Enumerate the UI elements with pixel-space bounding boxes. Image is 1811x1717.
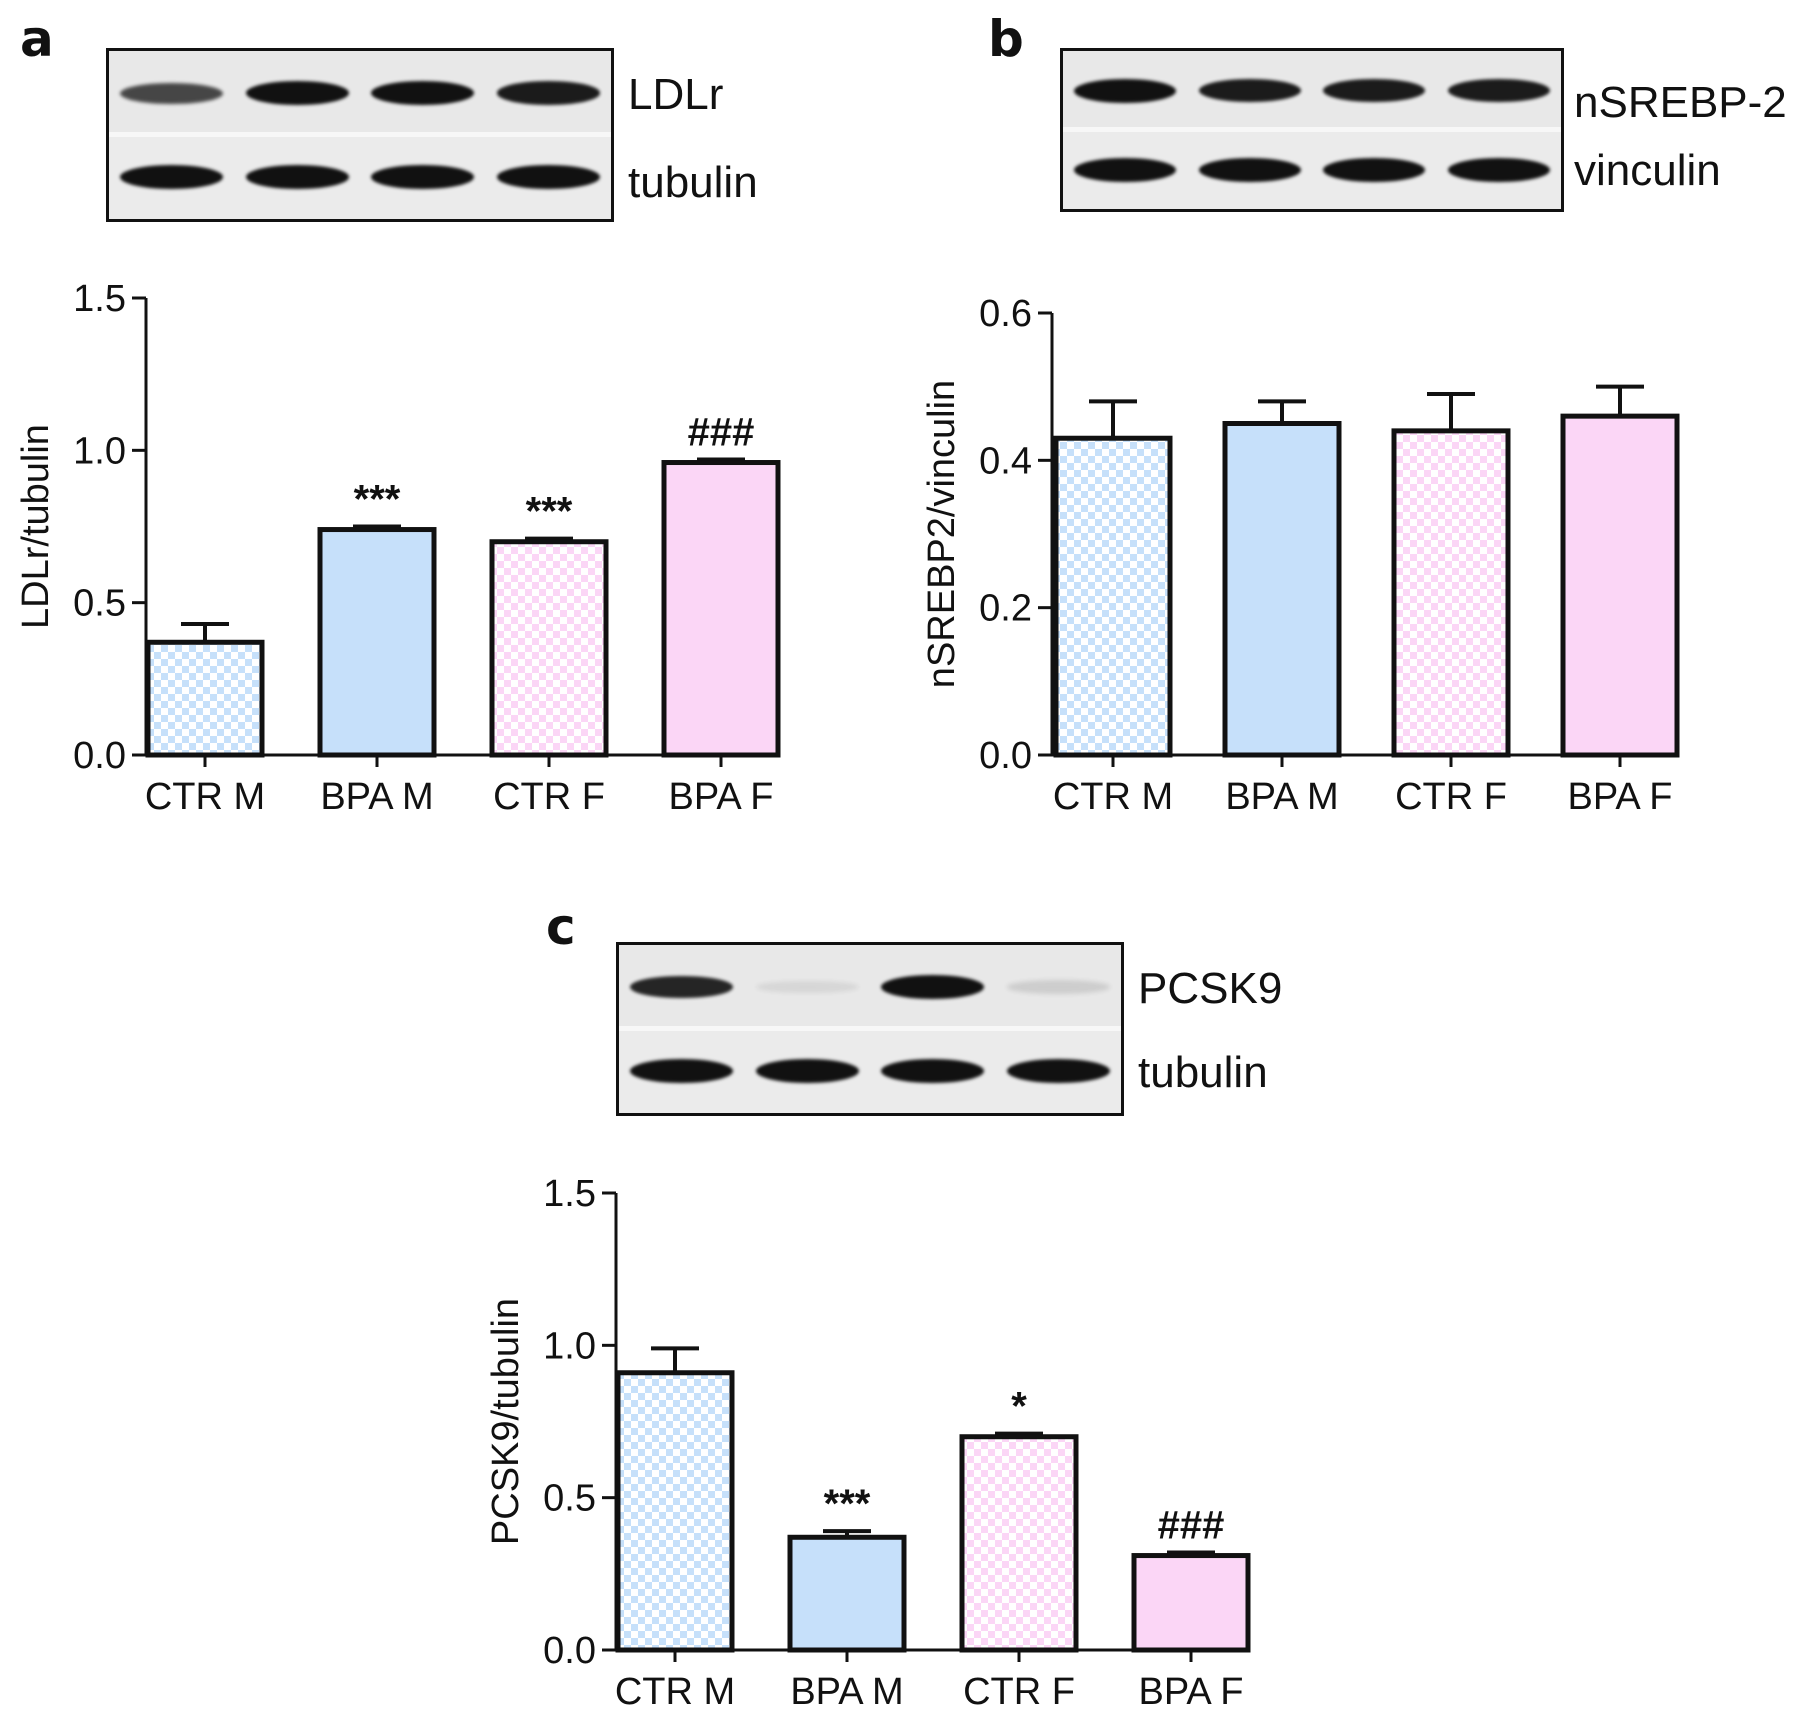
bar-bpa-m bbox=[787, 1534, 907, 1653]
x-tick-label: CTR M bbox=[1053, 776, 1173, 818]
blot-label-tubulin-a: tubulin bbox=[628, 158, 758, 207]
y-axis-label: PCSK9/tubulin bbox=[485, 1298, 527, 1545]
bar-bpa-m bbox=[317, 527, 437, 758]
western-blot-pcsk9 bbox=[616, 942, 1124, 1116]
blot-band-bottom-3 bbox=[881, 1059, 985, 1083]
blot-band-bottom-4 bbox=[1006, 1059, 1110, 1083]
panel-letter-a: a bbox=[20, 10, 54, 68]
x-tick-label: CTR M bbox=[615, 1671, 735, 1713]
blot-band-top-4 bbox=[496, 81, 600, 105]
blot-band-bottom-3 bbox=[1323, 157, 1426, 182]
bar-chart-pcsk9: 0.0 0.5 1.0 1.5 PCSK9/tubulin CTR M BPA M *** CT… bbox=[485, 1173, 1251, 1713]
blot-band-bottom-4 bbox=[1447, 157, 1550, 182]
bar-bpa-f bbox=[1131, 1553, 1251, 1653]
blot-label-vinculin: vinculin bbox=[1574, 146, 1721, 195]
significance-label: *** bbox=[526, 490, 573, 534]
blot-band-top-1 bbox=[120, 82, 224, 104]
blot-band-bottom-2 bbox=[245, 165, 349, 189]
y-tick-label: 1.5 bbox=[73, 278, 126, 320]
bar-bpa-f bbox=[661, 460, 781, 758]
bar-ctr-m bbox=[1053, 435, 1173, 758]
significance-label: ### bbox=[688, 410, 755, 454]
blot-band-bottom-2 bbox=[1198, 157, 1301, 182]
blot-band-top-3 bbox=[371, 81, 475, 105]
blot-band-top-3 bbox=[1323, 78, 1426, 103]
blot-band-bottom-4 bbox=[496, 165, 600, 189]
blot-band-top-1 bbox=[630, 975, 734, 999]
bar-ctr-m bbox=[615, 1370, 735, 1653]
blot-label-tubulin-c: tubulin bbox=[1138, 1048, 1268, 1097]
blot-lane-separator bbox=[109, 132, 611, 137]
blot-band-bottom-3 bbox=[371, 165, 475, 189]
y-tick-label: 0.0 bbox=[979, 735, 1032, 777]
blot-band-bottom-1 bbox=[120, 165, 224, 189]
y-tick-label: 0.5 bbox=[543, 1478, 596, 1520]
blot-band-top-2 bbox=[755, 980, 859, 994]
blot-band-top-3 bbox=[881, 975, 985, 999]
y-tick-label: 1.5 bbox=[543, 1173, 596, 1215]
x-tick-label: CTR F bbox=[963, 1671, 1075, 1713]
y-tick-label: 1.0 bbox=[73, 430, 126, 472]
x-tick-label: CTR F bbox=[493, 776, 605, 818]
blot-label-nsrebp2: nSREBP-2 bbox=[1574, 78, 1787, 127]
x-tick-label: CTR M bbox=[145, 776, 265, 818]
blot-band-top-4 bbox=[1006, 980, 1110, 994]
bar-chart-ldlr: 0.0 0.5 1.0 1.5 LDLr/tubulin CTR M BPA M *** CTR… bbox=[15, 278, 781, 818]
bar-ctr-f bbox=[959, 1434, 1079, 1653]
bar-ctr-m bbox=[145, 639, 265, 758]
western-blot-ldlr bbox=[106, 48, 614, 222]
blot-band-top-2 bbox=[1198, 78, 1301, 103]
x-tick-label: BPA F bbox=[1568, 776, 1673, 818]
y-tick-label: 0.6 bbox=[979, 293, 1032, 335]
x-tick-label: BPA M bbox=[790, 1671, 903, 1713]
western-blot-nsrebp2 bbox=[1060, 48, 1564, 212]
y-tick-label: 0.0 bbox=[543, 1630, 596, 1672]
y-tick-label: 0.5 bbox=[73, 583, 126, 625]
panel-letter-c: c bbox=[546, 898, 576, 956]
x-tick-label: BPA F bbox=[1139, 1671, 1244, 1713]
blot-label-pcsk9: PCSK9 bbox=[1138, 964, 1283, 1013]
blot-band-bottom-2 bbox=[755, 1059, 859, 1083]
y-tick-label: 0.2 bbox=[979, 588, 1032, 630]
significance-label: *** bbox=[354, 478, 401, 522]
blot-lane-separator bbox=[1063, 127, 1561, 132]
bar-ctr-f bbox=[1391, 428, 1511, 758]
y-tick-label: 0.4 bbox=[979, 440, 1032, 482]
significance-label: *** bbox=[824, 1482, 871, 1526]
bar-ctr-f bbox=[489, 539, 609, 758]
x-tick-label: BPA M bbox=[320, 776, 433, 818]
blot-band-bottom-1 bbox=[1074, 157, 1177, 182]
x-tick-label: CTR F bbox=[1395, 776, 1507, 818]
blot-label-ldlr: LDLr bbox=[628, 70, 724, 119]
blot-band-top-4 bbox=[1447, 78, 1550, 103]
significance-label: * bbox=[1011, 1385, 1027, 1429]
bar-bpa-m bbox=[1222, 421, 1342, 758]
blot-lane-separator bbox=[619, 1026, 1121, 1031]
y-axis-label: LDLr/tubulin bbox=[15, 424, 57, 629]
bar-chart-nsrebp2: 0.0 0.2 0.4 0.6 nSREBP2/vinculin CTR M BPA M CT… bbox=[921, 293, 1680, 818]
bar-bpa-f bbox=[1560, 413, 1680, 758]
blot-band-bottom-1 bbox=[630, 1059, 734, 1083]
significance-label: ### bbox=[1158, 1504, 1225, 1548]
y-tick-label: 0.0 bbox=[73, 735, 126, 777]
x-tick-label: BPA M bbox=[1225, 776, 1338, 818]
x-tick-label: BPA F bbox=[669, 776, 774, 818]
panel-letter-b: b bbox=[988, 10, 1024, 68]
blot-band-top-1 bbox=[1074, 78, 1177, 103]
y-tick-label: 1.0 bbox=[543, 1325, 596, 1367]
y-axis-label: nSREBP2/vinculin bbox=[921, 380, 963, 688]
blot-band-top-2 bbox=[245, 81, 349, 105]
